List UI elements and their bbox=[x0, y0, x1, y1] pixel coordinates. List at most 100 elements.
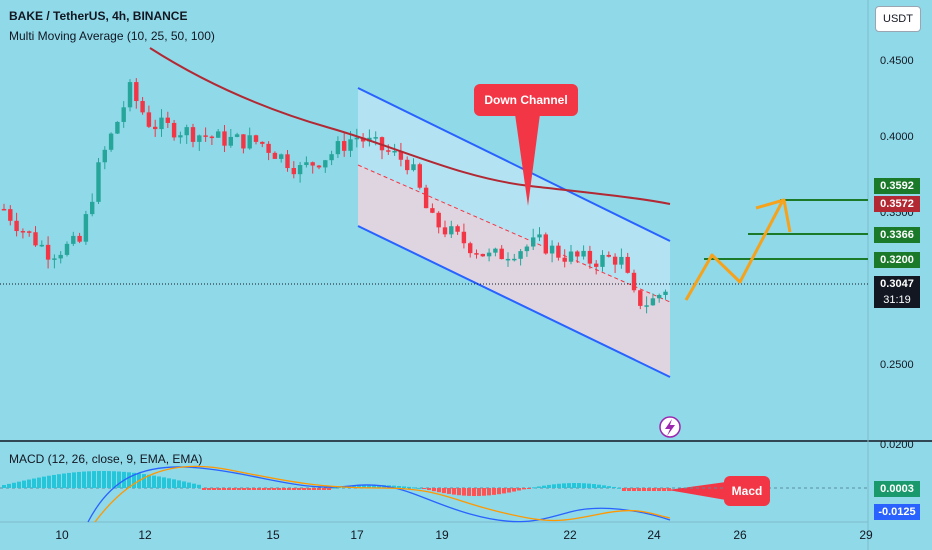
macd-tick-0: 0.0200 bbox=[880, 439, 914, 451]
macd-histogram-bar-107 bbox=[537, 486, 541, 488]
macd-histogram-bar-63 bbox=[317, 488, 321, 490]
candle-body-23 bbox=[146, 112, 152, 127]
candle-body-105 bbox=[663, 291, 668, 295]
macd-histogram-bar-124 bbox=[622, 488, 626, 491]
candle-body-91 bbox=[575, 251, 580, 257]
macd-histogram-bar-39 bbox=[197, 484, 201, 488]
macd-histogram-bar-61 bbox=[307, 488, 311, 490]
candle-body-93 bbox=[587, 250, 593, 264]
candle-body-59 bbox=[373, 137, 378, 139]
channel-lower-line bbox=[357, 225, 671, 378]
candle-body-70 bbox=[442, 227, 448, 235]
candle-body-56 bbox=[354, 137, 359, 140]
macd-histogram-bar-51 bbox=[257, 488, 261, 490]
macd-histogram-bar-38 bbox=[192, 483, 196, 488]
macd-histogram-bar-34 bbox=[172, 479, 176, 488]
candle-body-84 bbox=[531, 237, 536, 247]
candle-body-38 bbox=[241, 134, 246, 149]
candle-body-18 bbox=[115, 121, 120, 134]
candle-body-96 bbox=[606, 254, 611, 257]
time-tick-0: 10 bbox=[55, 528, 69, 542]
macd-histogram-bar-62 bbox=[312, 488, 316, 490]
macd-histogram-bar-28 bbox=[142, 474, 146, 488]
time-tick-5: 22 bbox=[563, 528, 577, 542]
macd-value-tag: 0.0003 bbox=[874, 481, 920, 497]
candle-body-22 bbox=[140, 101, 145, 113]
projection-path bbox=[684, 201, 784, 301]
candle-body-62 bbox=[392, 150, 397, 153]
macd-histogram-bar-42 bbox=[212, 488, 216, 490]
macd-histogram-bar-93 bbox=[467, 488, 471, 496]
candle-body-68 bbox=[430, 208, 435, 213]
macd-histogram-bar-54 bbox=[272, 488, 276, 490]
time-tick-3: 17 bbox=[350, 528, 364, 542]
candle-body-80 bbox=[505, 258, 511, 261]
channel-midline bbox=[357, 164, 671, 303]
candle-body-72 bbox=[455, 226, 460, 232]
macd-histogram-bar-36 bbox=[182, 481, 186, 488]
macd-histogram-bar-103 bbox=[517, 488, 521, 491]
macd-histogram-bar-121 bbox=[607, 486, 611, 488]
candle-body-31 bbox=[197, 135, 202, 142]
candle-body-43 bbox=[272, 152, 278, 159]
down-channel-pointer bbox=[515, 114, 540, 206]
candle-body-41 bbox=[260, 141, 265, 144]
candle-body-99 bbox=[625, 256, 630, 273]
macd-histogram-bar-91 bbox=[457, 488, 461, 496]
candle-body-55 bbox=[348, 139, 353, 151]
macd-histogram-bar-19 bbox=[97, 471, 101, 488]
candle-body-11 bbox=[71, 235, 76, 244]
macd-histogram-bar-116 bbox=[582, 483, 586, 488]
macd-histogram-bar-29 bbox=[147, 474, 151, 488]
macd-histogram-bar-87 bbox=[437, 488, 441, 493]
candle-body-101 bbox=[638, 290, 643, 306]
macd-histogram-bar-73 bbox=[367, 485, 371, 488]
candle-body-36 bbox=[228, 136, 233, 146]
macd-legend: MACD (12, 26, close, 9, EMA, EMA) bbox=[9, 452, 203, 466]
currency-button[interactable]: USDT bbox=[875, 6, 921, 32]
time-tick-8: 29 bbox=[859, 528, 873, 542]
signal-line bbox=[94, 465, 671, 523]
candle-body-74 bbox=[468, 243, 473, 254]
candle-body-44 bbox=[279, 154, 284, 159]
macd-histogram-bar-25 bbox=[127, 472, 131, 488]
macd-histogram-bar-1 bbox=[7, 483, 11, 488]
candle-body-64 bbox=[405, 159, 410, 171]
candle-body-27 bbox=[171, 122, 177, 138]
macd-histogram-bar-14 bbox=[72, 472, 76, 488]
projection-arrowhead bbox=[755, 198, 792, 233]
macd-histogram-bar-40 bbox=[202, 488, 206, 490]
macd-histogram-bar-112 bbox=[562, 483, 566, 488]
macd-histogram-bar-92 bbox=[462, 488, 466, 496]
time-tick-7: 26 bbox=[733, 528, 747, 542]
macd-histogram-bar-66 bbox=[332, 487, 336, 489]
price-tick-3: 0.2500 bbox=[880, 359, 914, 371]
macd-histogram-bar-102 bbox=[512, 488, 516, 492]
candle-body-29 bbox=[184, 127, 189, 136]
macd-histogram-bar-125 bbox=[627, 488, 631, 491]
macd-histogram-bar-8 bbox=[42, 476, 46, 488]
macd-histogram-bar-64 bbox=[322, 488, 326, 490]
time-tick-6: 24 bbox=[647, 528, 661, 542]
candle-body-12 bbox=[77, 235, 82, 242]
macd-histogram-bar-17 bbox=[87, 471, 91, 488]
candle-body-76 bbox=[480, 253, 485, 257]
macd-histogram-bar-86 bbox=[432, 488, 436, 492]
candle-body-95 bbox=[600, 254, 605, 267]
macd-histogram-bar-11 bbox=[57, 474, 61, 488]
candle-body-104 bbox=[657, 294, 662, 299]
candle-body-87 bbox=[549, 245, 555, 254]
macd-histogram-bar-57 bbox=[287, 488, 291, 490]
macd-histogram-bar-101 bbox=[507, 488, 511, 493]
macd-histogram-bar-33 bbox=[167, 478, 171, 488]
time-tick-2: 15 bbox=[266, 528, 280, 542]
moving-average-line bbox=[149, 47, 671, 205]
macd-histogram-bar-94 bbox=[472, 488, 476, 496]
macd-histogram-bar-16 bbox=[82, 471, 86, 488]
candle-body-25 bbox=[159, 117, 164, 130]
symbol-legend: BAKE / TetherUS, 4h, BINANCE bbox=[9, 9, 188, 23]
macd-histogram-bar-59 bbox=[297, 488, 301, 490]
candle-body-35 bbox=[222, 131, 227, 146]
